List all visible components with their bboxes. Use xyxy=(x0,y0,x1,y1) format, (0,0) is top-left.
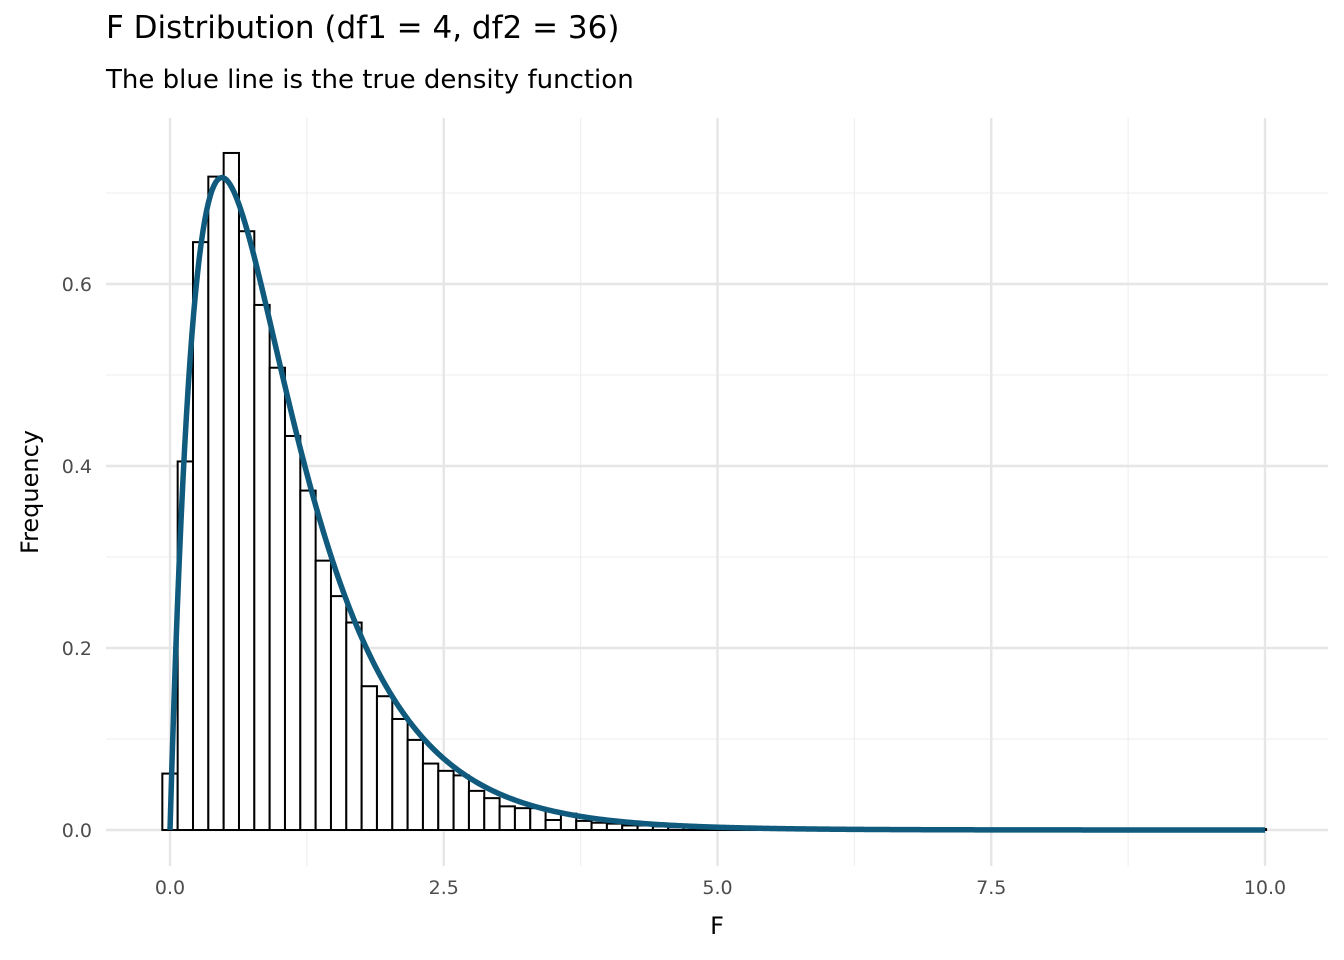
x-tick-labels: 0.0 2.5 5.0 7.5 10.0 xyxy=(155,877,1286,899)
histogram-bar xyxy=(544,818,562,831)
histogram-bar xyxy=(345,621,363,832)
x-tick-label: 2.5 xyxy=(429,877,459,899)
y-tick-label: 0.2 xyxy=(62,638,92,660)
histogram-bar xyxy=(299,489,317,831)
histogram-bar xyxy=(268,366,286,831)
histogram-bar xyxy=(283,434,302,831)
y-tick-label: 0.6 xyxy=(62,274,92,296)
histogram-bar xyxy=(314,559,332,831)
y-axis-title: Frequency xyxy=(16,430,44,554)
histogram-bars xyxy=(161,151,1268,832)
histogram-bar xyxy=(329,595,348,831)
y-tick-label: 0.0 xyxy=(62,820,92,842)
histogram-bar xyxy=(437,769,455,831)
density-curve xyxy=(167,174,1266,833)
density-curve-line xyxy=(167,174,1266,833)
histogram-bar xyxy=(375,695,394,831)
histogram-bar xyxy=(391,717,409,831)
y-tick-label: 0.4 xyxy=(62,456,92,478)
x-tick-label: 5.0 xyxy=(702,877,732,899)
histogram-bar xyxy=(605,822,624,832)
histogram-bar xyxy=(406,738,424,831)
histogram-bar xyxy=(191,241,210,831)
histogram-bar xyxy=(421,762,440,832)
histogram-bar xyxy=(498,805,516,832)
x-tick-label: 10.0 xyxy=(1244,877,1286,899)
histogram-bar xyxy=(222,151,240,831)
chart-subtitle: The blue line is the true density functi… xyxy=(106,65,634,95)
histogram-bar xyxy=(360,685,378,831)
histogram-bar xyxy=(237,230,256,832)
histogram-bar xyxy=(467,789,486,831)
histogram-bar xyxy=(452,774,470,832)
histogram-bar xyxy=(513,807,532,831)
y-tick-labels: 0.0 0.2 0.4 0.6 xyxy=(62,274,92,842)
histogram-bar xyxy=(590,821,608,831)
chart-title: F Distribution (df1 = 4, df2 = 36) xyxy=(106,10,620,46)
x-axis-title: F xyxy=(710,912,724,940)
histogram-bar xyxy=(483,797,501,832)
histogram-bar xyxy=(253,303,271,831)
x-tick-label: 7.5 xyxy=(976,877,1006,899)
histogram-bar xyxy=(207,175,225,831)
histogram-bar xyxy=(621,824,639,832)
histogram-bar xyxy=(575,819,593,832)
x-tick-label: 0.0 xyxy=(155,877,185,899)
